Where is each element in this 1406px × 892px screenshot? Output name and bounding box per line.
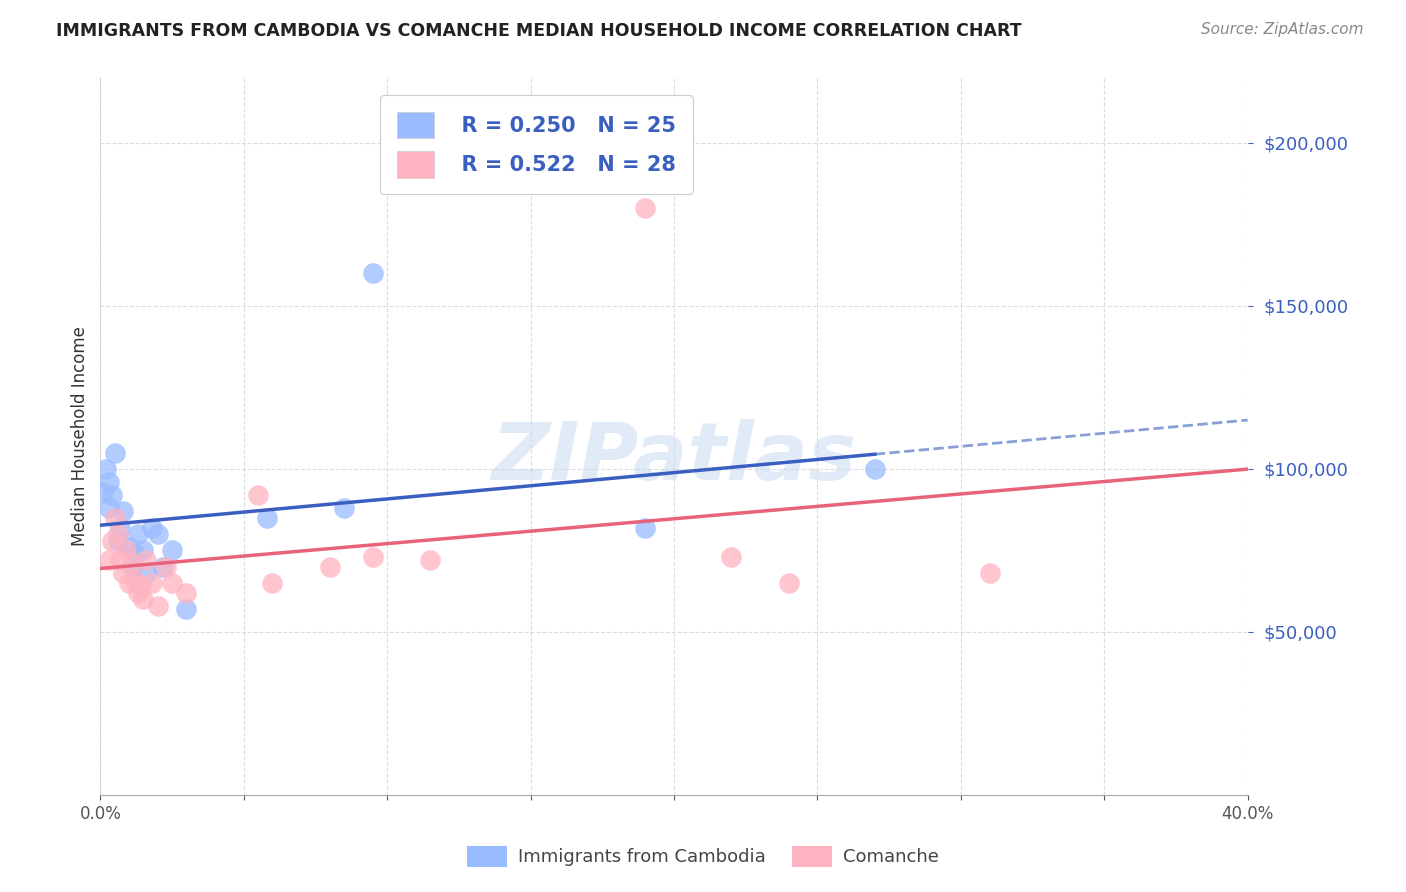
- Point: [104, 445, 127, 459]
- Point: [176, 586, 198, 600]
- Point: [155, 559, 177, 574]
- Y-axis label: Median Household Income: Median Household Income: [72, 326, 89, 546]
- Point: [419, 553, 441, 567]
- Point: [262, 576, 284, 591]
- Legend: Immigrants from Cambodia, Comanche: Immigrants from Cambodia, Comanche: [460, 838, 946, 874]
- Point: [115, 543, 138, 558]
- Point: [634, 201, 657, 215]
- Point: [146, 527, 169, 541]
- Text: IMMIGRANTS FROM CAMBODIA VS COMANCHE MEDIAN HOUSEHOLD INCOME CORRELATION CHART: IMMIGRANTS FROM CAMBODIA VS COMANCHE MED…: [56, 22, 1022, 40]
- Point: [107, 527, 129, 541]
- Point: [127, 527, 149, 541]
- Point: [176, 602, 198, 616]
- Point: [146, 599, 169, 613]
- Point: [118, 576, 141, 591]
- Point: [112, 566, 135, 581]
- Point: [97, 475, 120, 489]
- Point: [127, 586, 149, 600]
- Point: [160, 543, 183, 558]
- Point: [101, 488, 124, 502]
- Point: [110, 553, 132, 567]
- Point: [97, 501, 120, 516]
- Point: [121, 559, 143, 574]
- Point: [256, 510, 278, 524]
- Point: [110, 520, 132, 534]
- Point: [141, 520, 163, 534]
- Point: [91, 484, 114, 499]
- Text: Source: ZipAtlas.com: Source: ZipAtlas.com: [1201, 22, 1364, 37]
- Point: [107, 533, 129, 548]
- Point: [129, 579, 152, 593]
- Point: [361, 266, 384, 280]
- Point: [160, 576, 183, 591]
- Point: [121, 557, 143, 571]
- Point: [141, 576, 163, 591]
- Point: [247, 488, 270, 502]
- Point: [634, 520, 657, 534]
- Point: [112, 504, 135, 518]
- Point: [778, 576, 800, 591]
- Point: [124, 573, 146, 587]
- Point: [101, 533, 124, 548]
- Point: [124, 547, 146, 561]
- Point: [319, 559, 342, 574]
- Point: [132, 543, 155, 558]
- Point: [97, 553, 120, 567]
- Point: [333, 501, 356, 516]
- Point: [135, 553, 157, 567]
- Point: [118, 540, 141, 554]
- Point: [135, 566, 157, 581]
- Point: [863, 462, 886, 476]
- Point: [979, 566, 1001, 581]
- Point: [132, 592, 155, 607]
- Legend:   R = 0.250   N = 25,   R = 0.522   N = 28: R = 0.250 N = 25, R = 0.522 N = 28: [380, 95, 693, 194]
- Point: [104, 510, 127, 524]
- Point: [152, 559, 174, 574]
- Point: [361, 549, 384, 564]
- Point: [94, 462, 117, 476]
- Text: ZIPatlas: ZIPatlas: [492, 418, 856, 497]
- Point: [720, 549, 742, 564]
